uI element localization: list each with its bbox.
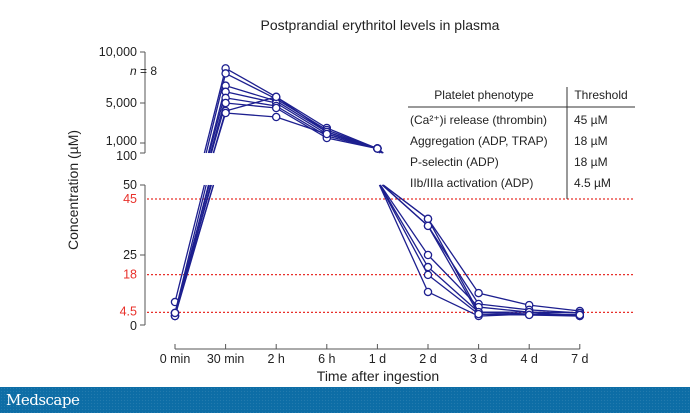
series-segment — [225, 85, 277, 102]
series-segment — [212, 112, 227, 154]
threshold-table: Platelet phenotype Threshold (Ca²⁺)i rel… — [408, 87, 635, 199]
x-tick-label: 3 d — [470, 352, 487, 366]
x-tick-label: 7 d — [571, 352, 588, 366]
data-point — [575, 310, 585, 320]
threshold-lines: 45 18 4.5 — [120, 192, 634, 318]
series-segment — [381, 184, 429, 227]
series-segment — [382, 184, 429, 220]
table-row-0-phenotype: (Ca²⁺)i release (thrombin) — [410, 113, 547, 127]
series-segment — [478, 292, 530, 306]
table-row-2-phenotype: P-selectin (ADP) — [410, 155, 499, 169]
series-segment — [379, 184, 429, 256]
series-segment — [203, 68, 227, 154]
data-point — [423, 270, 433, 280]
series-segment — [275, 116, 328, 135]
data-point — [423, 250, 433, 260]
n-annotation: n = 8 — [130, 64, 157, 78]
data-point — [271, 103, 281, 113]
series-segment — [174, 184, 215, 314]
series-segment — [326, 133, 378, 150]
series-segment — [209, 97, 227, 154]
series-group — [170, 64, 585, 321]
series-subject-6 — [170, 98, 585, 321]
series-segment — [478, 313, 530, 316]
series-segment — [225, 72, 277, 100]
table-row-2-threshold: 18 µM — [574, 155, 608, 169]
series-segment — [427, 291, 479, 317]
data-point — [474, 288, 483, 298]
series-segment — [225, 67, 277, 98]
table-row-1-phenotype: Aggregation (ADP, TRAP) — [410, 134, 548, 148]
series-segment — [225, 102, 277, 109]
table-row-3-threshold: 4.5 µM — [574, 176, 611, 190]
data-point — [221, 69, 230, 78]
x-tick-label: 6 h — [318, 352, 335, 366]
series-segment — [275, 102, 328, 135]
y-tick-label: 25 — [123, 248, 137, 262]
data-point — [474, 309, 483, 319]
data-point — [271, 92, 281, 102]
series-subject-8 — [170, 108, 585, 320]
table-row-0-threshold: 45 µM — [574, 113, 608, 127]
chart-title: Postprandial erythritol levels in plasma — [261, 17, 500, 33]
x-tick-label: 2 d — [419, 352, 436, 366]
table-header-threshold: Threshold — [574, 88, 627, 102]
y-tick-label: 1,000 — [106, 134, 137, 148]
y-axis-label: Concentration (µM) — [65, 130, 81, 250]
series-segment — [275, 96, 328, 133]
series-segment — [225, 91, 277, 104]
x-tick-label: 2 h — [268, 352, 285, 366]
data-point — [271, 112, 281, 122]
series-segment — [275, 107, 328, 139]
x-axis-label: Time after ingestion — [317, 368, 439, 384]
data-point — [221, 108, 230, 118]
series-segment — [427, 225, 480, 315]
x-axis: 0 min 30 min 2 h 6 h 1 d 2 d 3 d 4 d 7 d — [160, 344, 589, 366]
data-point — [373, 144, 382, 153]
data-point — [322, 129, 332, 139]
x-tick-label: 30 min — [207, 352, 245, 366]
erythritol-chart: Postprandial erythritol levels in plasma… — [65, 17, 635, 384]
threshold-label: 4.5 — [120, 304, 137, 318]
series-segment — [378, 184, 429, 293]
threshold-label: 18 — [123, 268, 137, 282]
data-point — [524, 310, 534, 320]
data-point — [423, 287, 433, 297]
series-segment — [225, 96, 277, 112]
series-segment — [427, 274, 479, 315]
data-point — [423, 214, 433, 224]
data-point — [170, 308, 180, 318]
table-row-1-threshold: 18 µM — [574, 134, 608, 148]
x-tick-label: 4 d — [521, 352, 538, 366]
x-tick-label: 0 min — [160, 352, 191, 366]
series-segment — [529, 304, 580, 312]
y-tick-label: 100 — [116, 149, 137, 163]
y-tick-label: 10,000 — [99, 45, 137, 59]
series-segment — [427, 218, 480, 313]
threshold-label: 45 — [123, 192, 137, 206]
medscape-footer-bar: Medscape — [0, 387, 690, 413]
series-segment — [225, 97, 277, 107]
series-segment — [478, 306, 530, 313]
series-subject-5 — [170, 93, 585, 321]
y-tick-label: 5,000 — [106, 96, 137, 110]
series-segment — [427, 218, 480, 294]
series-segment — [174, 184, 205, 303]
medscape-logo: Medscape — [6, 391, 80, 409]
series-segment — [427, 266, 480, 313]
series-segment — [478, 303, 530, 311]
data-point — [423, 221, 433, 231]
y-tick-label: 50 — [123, 178, 137, 192]
series-subject-7 — [170, 92, 585, 321]
series-segment — [379, 184, 429, 268]
x-tick-label: 1 d — [369, 352, 386, 366]
table-header-phenotype: Platelet phenotype — [434, 88, 534, 102]
series-segment — [379, 184, 429, 276]
data-point — [221, 98, 230, 108]
y-tick-label: 0 — [130, 319, 137, 333]
series-segment — [225, 112, 277, 118]
table-row-3-phenotype: IIb/IIIa activation (ADP) — [410, 176, 533, 190]
